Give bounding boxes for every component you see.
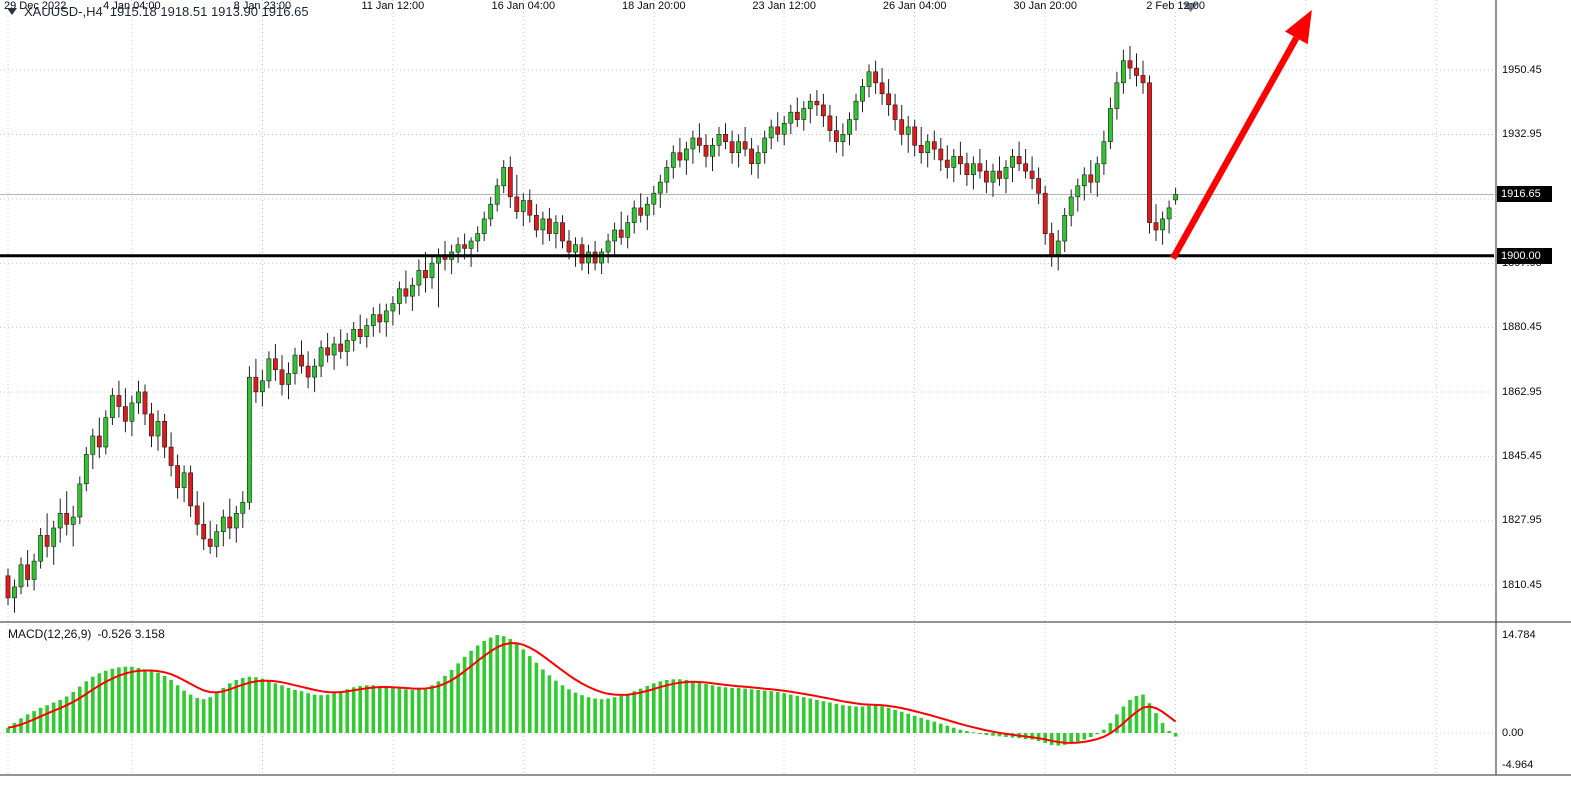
price-axis-label: 1862.95: [1502, 385, 1542, 398]
trend-arrow-annotation[interactable]: [1170, 9, 1312, 260]
macd-indicator-label: MACD(12,26,9) -0.526 3.158: [8, 627, 165, 641]
time-axis-label: 18 Jan 20:00: [621, 0, 686, 12]
macd-axis-label: 14.784: [1502, 628, 1536, 641]
time-axis-label: 23 Jan 12:00: [752, 0, 817, 12]
time-axis-label: 16 Jan 04:00: [491, 0, 556, 12]
price-axis-label: 1845.45: [1502, 449, 1542, 462]
macd-name-label: MACD(12,26,9): [8, 627, 92, 641]
pane-separators: [0, 0, 1571, 776]
macd-histogram: [6, 635, 1178, 746]
time-axis-label: 30 Jan 20:00: [1013, 0, 1077, 12]
symbol-dropdown-triangle-icon[interactable]: [7, 8, 17, 15]
time-axis-label: 4 Jan 04:00: [103, 0, 161, 12]
price-axis-label: 1950.45: [1502, 63, 1542, 76]
candlesticks: [5, 46, 1178, 613]
price-axis-label: 1880.45: [1502, 321, 1542, 334]
symbol-timeframe-label: XAUUSD-,H4: [24, 4, 103, 19]
macd-axis-label: -4.964: [1502, 759, 1534, 772]
ohlc-values-label: 1915.18 1918.51 1913.90 1916.65: [109, 4, 309, 19]
time-axis-label: 26 Jan 04:00: [882, 0, 947, 12]
horizontal-line-price-tag: 1900.00: [1497, 248, 1552, 264]
time-axis-label: 29 Dec 2022: [4, 0, 67, 12]
time-axis-label: 2 Feb 12:00: [1146, 0, 1205, 12]
price-axis-label: 1810.45: [1502, 578, 1542, 591]
grid-lines: [0, 0, 1494, 775]
down-triangle-marker-icon[interactable]: [1182, 3, 1199, 12]
chart-title: XAUUSD-,H4 1915.18 1918.51 1913.90 1916.…: [7, 4, 309, 19]
time-axis-label: 8 Jan 23:00: [233, 0, 292, 12]
time-axis-label: 11 Jan 12:00: [361, 0, 425, 12]
price-axis-label: 1932.95: [1502, 127, 1542, 140]
price-axis-label: 1827.95: [1502, 514, 1542, 527]
macd-values-label: -0.526 3.158: [97, 627, 165, 641]
current-price-tag: 1916.65: [1497, 186, 1552, 202]
macd-signal-line: [7, 642, 1177, 744]
macd-axis-label: 0.00: [1502, 726, 1524, 739]
